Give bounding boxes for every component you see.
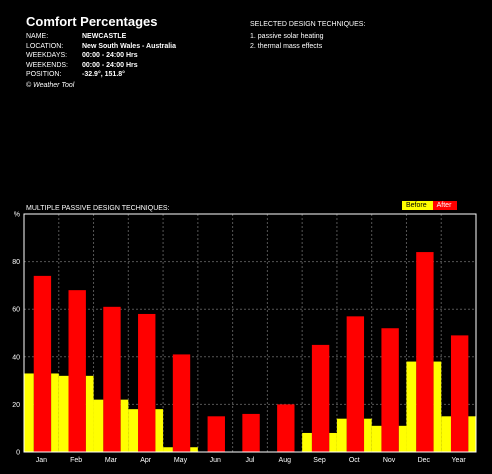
position-label: POSITION:: [26, 71, 62, 79]
bar-before: [51, 373, 59, 452]
bar-before: [24, 373, 34, 452]
bar-after: [450, 335, 469, 452]
x-tick-label: Apr: [140, 457, 152, 464]
bar-after: [172, 354, 191, 452]
bar-after: [242, 413, 260, 452]
y-tick-label: 80: [12, 259, 20, 266]
x-tick-label: Oct: [349, 457, 360, 464]
position-row: POSITION: -32.9°, 151.8°: [26, 70, 176, 80]
bar-after: [68, 290, 86, 452]
bar-before: [371, 425, 382, 452]
bar-before: [364, 418, 372, 452]
bar-after: [103, 306, 121, 452]
name-value: NEWCASTLE: [82, 33, 127, 40]
x-tick-label: Jan: [36, 457, 47, 464]
design-techniques: SELECTED DESIGN TECHNIQUES: 1. passive s…: [250, 20, 365, 52]
bar-before: [441, 416, 451, 452]
bar-before: [58, 375, 69, 452]
bar-before: [163, 447, 173, 452]
x-tick-label: Feb: [70, 457, 82, 464]
y-tick-label: 60: [12, 307, 20, 314]
bar-after: [416, 252, 434, 452]
weekends-label: WEEKENDS:: [26, 61, 69, 69]
bar-before: [398, 425, 407, 452]
page-title: Comfort Percentages: [26, 14, 158, 29]
bar-before: [336, 418, 347, 452]
legend-before: Before: [402, 201, 433, 210]
bar-after: [277, 404, 295, 452]
x-tick-label: Jul: [246, 457, 255, 464]
bar-after: [311, 344, 330, 452]
location-row: LOCATION: New South Wales - Australia: [26, 42, 176, 52]
y-tick-label: 0: [16, 450, 20, 457]
techniques-heading: SELECTED DESIGN TECHNIQUES:: [250, 21, 366, 28]
bar-before: [406, 361, 417, 452]
bar-after: [381, 328, 399, 452]
bar-before: [128, 409, 139, 452]
chart-legend: Before After: [402, 201, 458, 210]
x-tick-label: Jun: [210, 457, 221, 464]
bar-after: [207, 416, 225, 452]
bar-before: [433, 361, 442, 452]
x-tick-label: May: [174, 457, 188, 464]
legend-after: After: [432, 201, 458, 210]
position-value: -32.9°, 151.8°: [82, 71, 125, 79]
bar-before: [155, 409, 164, 452]
bar-before: [120, 399, 129, 452]
x-tick-label: Year: [452, 457, 467, 464]
weekdays-value: 00:00 - 24:00 Hrs: [82, 52, 138, 60]
x-tick-label: Nov: [383, 457, 396, 464]
bar-before: [85, 375, 94, 452]
weekdays-row: WEEKDAYS: 00:00 - 24:00 Hrs: [26, 51, 176, 61]
x-tick-label: Mar: [105, 457, 118, 464]
name-row: NAME: NEWCASTLE: [26, 32, 176, 42]
bar-after: [33, 275, 52, 452]
bar-before: [93, 399, 104, 452]
y-axis-label: %: [14, 212, 20, 219]
bar-before: [468, 416, 476, 452]
location-value: New South Wales - Australia: [82, 42, 176, 50]
weekdays-label: WEEKDAYS:: [26, 52, 68, 60]
bar-before: [190, 447, 198, 452]
credit-text: © Weather Tool: [26, 81, 75, 89]
bar-after: [346, 316, 365, 452]
weekends-value: 00:00 - 24:00 Hrs: [82, 61, 138, 69]
y-tick-label: 20: [12, 402, 20, 409]
location-info: Comfort Percentages NAME: NEWCASTLE LOCAT…: [26, 14, 176, 91]
bar-before: [329, 432, 337, 452]
comfort-bar-chart: 0 20 40 60 80% Jan Feb Mar Apr May Jun Jul Aug Sep Oct…: [12, 212, 477, 464]
location-label: LOCATION:: [26, 42, 64, 50]
weekends-row: WEEKENDS: 00:00 - 24:00 Hrs: [26, 61, 176, 71]
technique-item: 2. thermal mass effects: [250, 43, 323, 50]
y-tick-label: 40: [12, 354, 20, 361]
x-tick-label: Sep: [313, 457, 326, 464]
bar-before: [302, 432, 312, 452]
plot-frame: [23, 213, 477, 453]
bar-after: [138, 313, 156, 452]
chart-title: MULTIPLE PASSIVE DESIGN TECHNIQUES:: [26, 205, 170, 212]
technique-item: 1. passive solar heating: [250, 33, 324, 40]
name-label: NAME:: [26, 33, 49, 40]
x-tick-label: Dec: [418, 457, 431, 464]
x-tick-label: Aug: [279, 457, 292, 464]
